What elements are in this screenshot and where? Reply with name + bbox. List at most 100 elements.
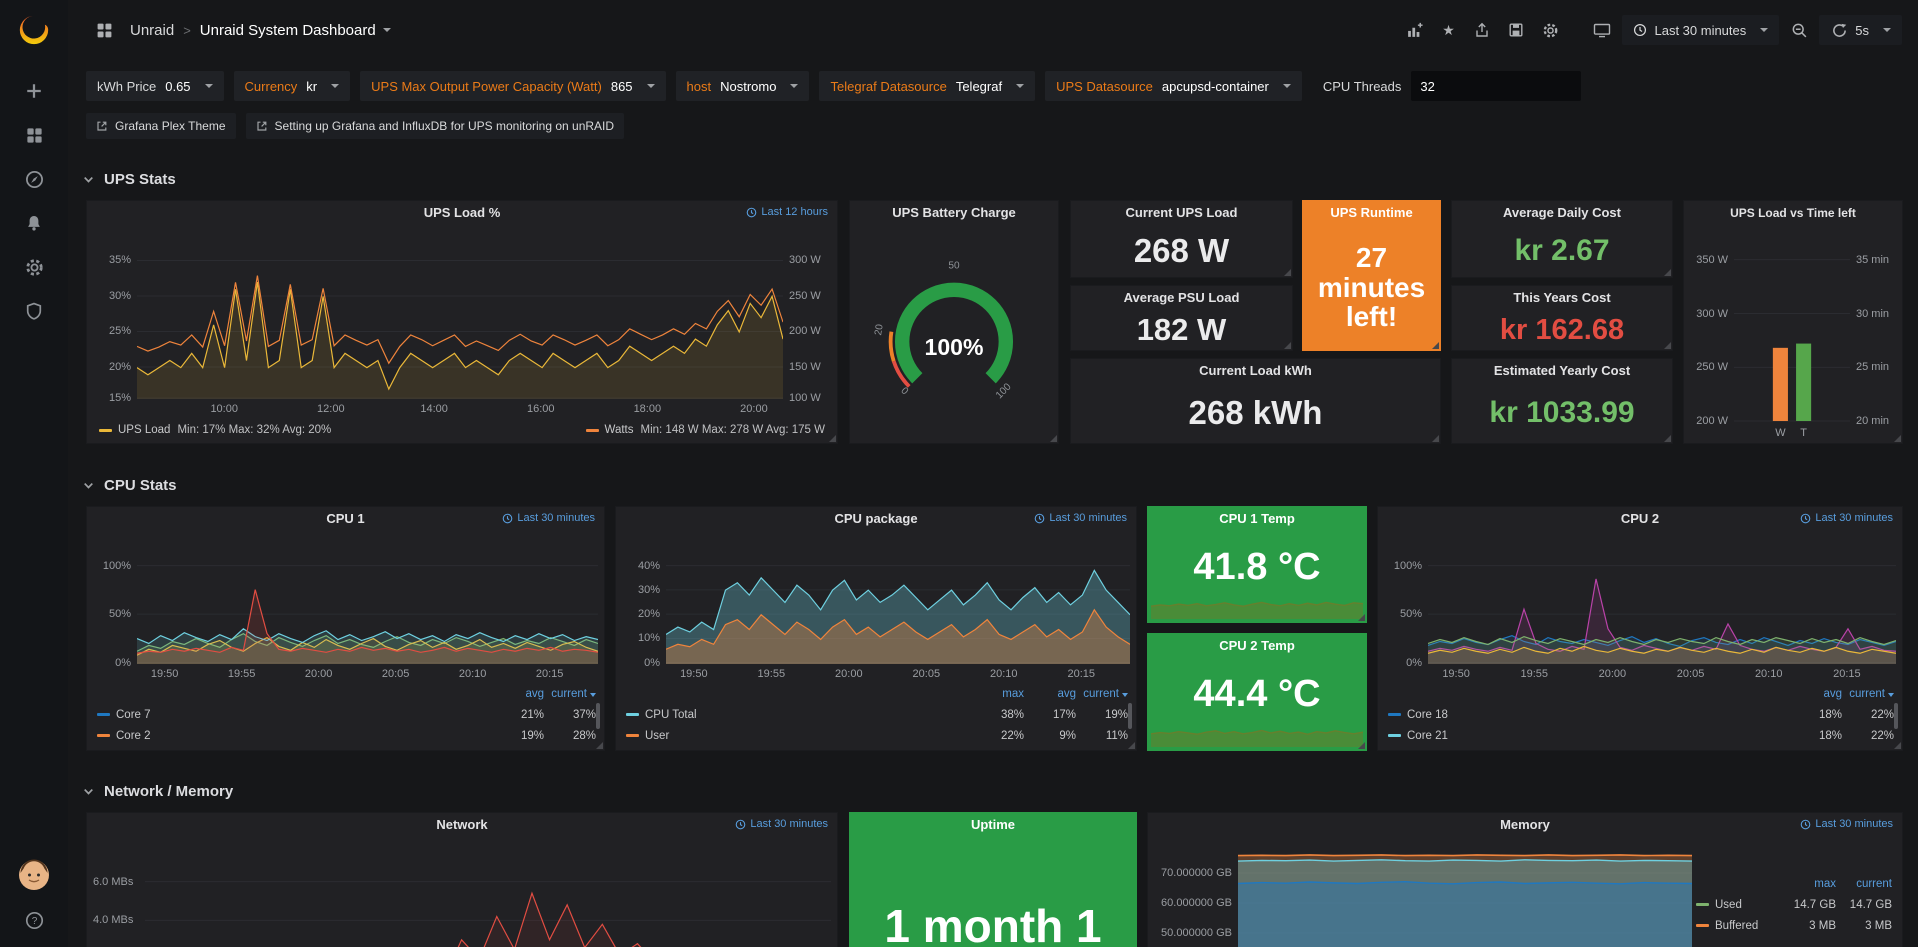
page-title[interactable]: Unraid System Dashboard [199,21,376,39]
axis-tick-label: 20:10 [458,668,487,680]
refresh-icon[interactable] [1830,21,1848,39]
legend-col-avg[interactable]: avg [525,687,544,700]
add-panel-icon[interactable] [1400,16,1428,44]
panel-title[interactable]: Current UPS Load [1125,205,1238,220]
time-picker[interactable]: Last 30 minutes [1622,15,1780,45]
variable-value-dropdown[interactable]: 0.65 [165,79,213,94]
axis-tick-label: 20:05 [912,668,941,680]
chart-canvas[interactable] [145,837,831,947]
gauge-canvas: 0 20 50 100 100% [873,261,1014,402]
panel-title[interactable]: UPS Load vs Time left [1730,206,1856,220]
chart-canvas[interactable] [1238,837,1692,947]
chart-canvas[interactable] [666,531,1130,664]
variable-value-dropdown[interactable]: Telegraf [956,79,1025,94]
panel-title[interactable]: UPS Battery Charge [892,205,1016,220]
explore-compass-icon[interactable] [23,168,45,190]
grafana-logo[interactable] [12,8,56,52]
panel-title[interactable]: This Years Cost [1513,290,1611,305]
svg-text:100%: 100% [925,334,984,360]
panel-title[interactable]: Uptime [970,817,1016,832]
legend-col-current[interactable]: current [544,688,596,700]
legend-scrollbar[interactable] [596,703,600,729]
refresh-caret-icon[interactable] [1883,28,1891,32]
title-dropdown-caret-icon[interactable] [382,28,391,32]
panel-title[interactable]: Estimated Yearly Cost [1493,363,1631,378]
panel-title[interactable]: Memory [1500,817,1550,832]
create-plus-icon[interactable] [23,80,45,102]
panel-title[interactable]: UPS Runtime [1330,205,1413,220]
legend-col-avg[interactable]: avg [1823,687,1842,700]
variable-value-dropdown[interactable]: kr [306,79,340,94]
star-icon[interactable]: ★ [1442,22,1455,38]
refresh-interval-label[interactable]: 5s [1855,22,1869,38]
panel-title[interactable]: UPS Load % [423,205,501,220]
panel-title[interactable]: Network [436,817,488,832]
panel-title[interactable]: CPU 1 [326,511,365,526]
cpu-threads-input[interactable] [1411,71,1582,101]
axis-tick-label: 30% [108,289,131,302]
legend-col-max[interactable]: max [1002,687,1024,700]
series-marker [1388,734,1401,737]
tv-mode-monitor-icon[interactable] [1588,16,1616,44]
legend-col-max[interactable]: max [1814,877,1836,890]
chart-canvas[interactable] [137,225,783,399]
panel-ups-load-vs-time-left: UPS Load vs Time left 350 W 300 W 250 W 200… [1683,200,1903,444]
configuration-gear-icon[interactable] [23,256,45,278]
row-header-cpu-stats[interactable]: CPU Stats [82,468,1904,502]
legend-series-watts[interactable]: Watts Min: 148 W Max: 278 W Avg: 175 W [585,424,825,436]
axis-tick-label: 20% [637,608,660,621]
panel-title[interactable]: CPU 2 [1620,511,1660,526]
zoom-out-icon[interactable] [1785,16,1813,44]
share-icon[interactable] [1468,16,1496,44]
breadcrumb-folder[interactable]: Unraid [130,21,175,39]
legend-col-current[interactable]: current [1076,688,1128,700]
row-cpu-stats: CPU 1 Last 30 minutes 100% 50% 0% 19:50 19:… [86,506,1904,752]
chart-canvas[interactable] [137,531,598,664]
dashboards-icon[interactable] [23,124,45,146]
chart-canvas[interactable] [1734,225,1850,423]
legend-col-current[interactable]: current [1842,688,1894,700]
save-icon[interactable] [1502,16,1530,44]
panel-title[interactable]: Current Load kWh [1199,363,1312,378]
legend-scrollbar[interactable] [1894,703,1898,729]
variable-value-dropdown[interactable]: 865 [611,79,655,94]
chart-canvas[interactable] [1428,531,1896,664]
avatar[interactable] [18,859,50,891]
legend-scrollbar[interactable] [1128,703,1132,729]
y-axis-left: 100% 50% 0% [1384,531,1428,682]
axis-tick-label: 0% [1406,656,1422,669]
panel-title[interactable]: Average Daily Cost [1502,205,1621,220]
axis-tick-label: 20:00 [304,668,333,680]
axis-tick-label: 19:50 [1442,668,1470,680]
legend-col-current[interactable]: current [1856,877,1892,890]
legend-row: Buffered 3 MB 3 MB [1696,915,1892,936]
axis-tick-label: 18:00 [633,403,662,415]
legend: max current Used 14.7 GB 14.7 GB Buffere… [1696,873,1892,936]
link-ups-monitoring-guide[interactable]: Setting up Grafana and InfluxDB for UPS … [245,113,625,139]
server-admin-shield-icon[interactable] [23,300,45,322]
legend-col-avg[interactable]: avg [1057,687,1076,700]
legend-series-ups-load[interactable]: UPS Load Min: 17% Max: 32% Avg: 20% [99,424,331,436]
help-icon[interactable]: ? [23,909,45,931]
panel-title[interactable]: CPU package [834,511,918,526]
grafana-logo-icon [19,15,49,45]
dashboard-settings-gear-icon[interactable] [1536,16,1564,44]
row-header-ups-stats[interactable]: UPS Stats [82,162,1904,196]
axis-tick-label: 20:00 [740,403,768,415]
variable-label: CPU Threads [1322,78,1402,94]
panel-title[interactable]: CPU 1 Temp [1219,511,1295,526]
panel-time-override: Last 30 minutes [1800,818,1893,830]
series-marker [626,734,639,737]
link-grafana-plex-theme[interactable]: Grafana Plex Theme [86,113,236,139]
legend-row: User 22% 9% 11% [626,725,1128,746]
variable-value-dropdown[interactable]: Nostromo [720,79,799,94]
alerting-bell-icon[interactable] [23,212,45,234]
panel-current-ups-load: Current UPS Load 268 W [1070,200,1293,278]
legend: UPS Load Min: 17% Max: 32% Avg: 20% Watt… [99,420,825,440]
apps-grid-icon[interactable] [90,16,118,44]
row-header-network-memory[interactable]: Network / Memory [82,774,1904,808]
panel-time-override: Last 12 hours [746,206,828,218]
variable-value-dropdown[interactable]: apcupsd-container [1162,79,1291,94]
panel-title[interactable]: CPU 2 Temp [1219,638,1295,653]
panel-title[interactable]: Average PSU Load [1123,290,1240,305]
